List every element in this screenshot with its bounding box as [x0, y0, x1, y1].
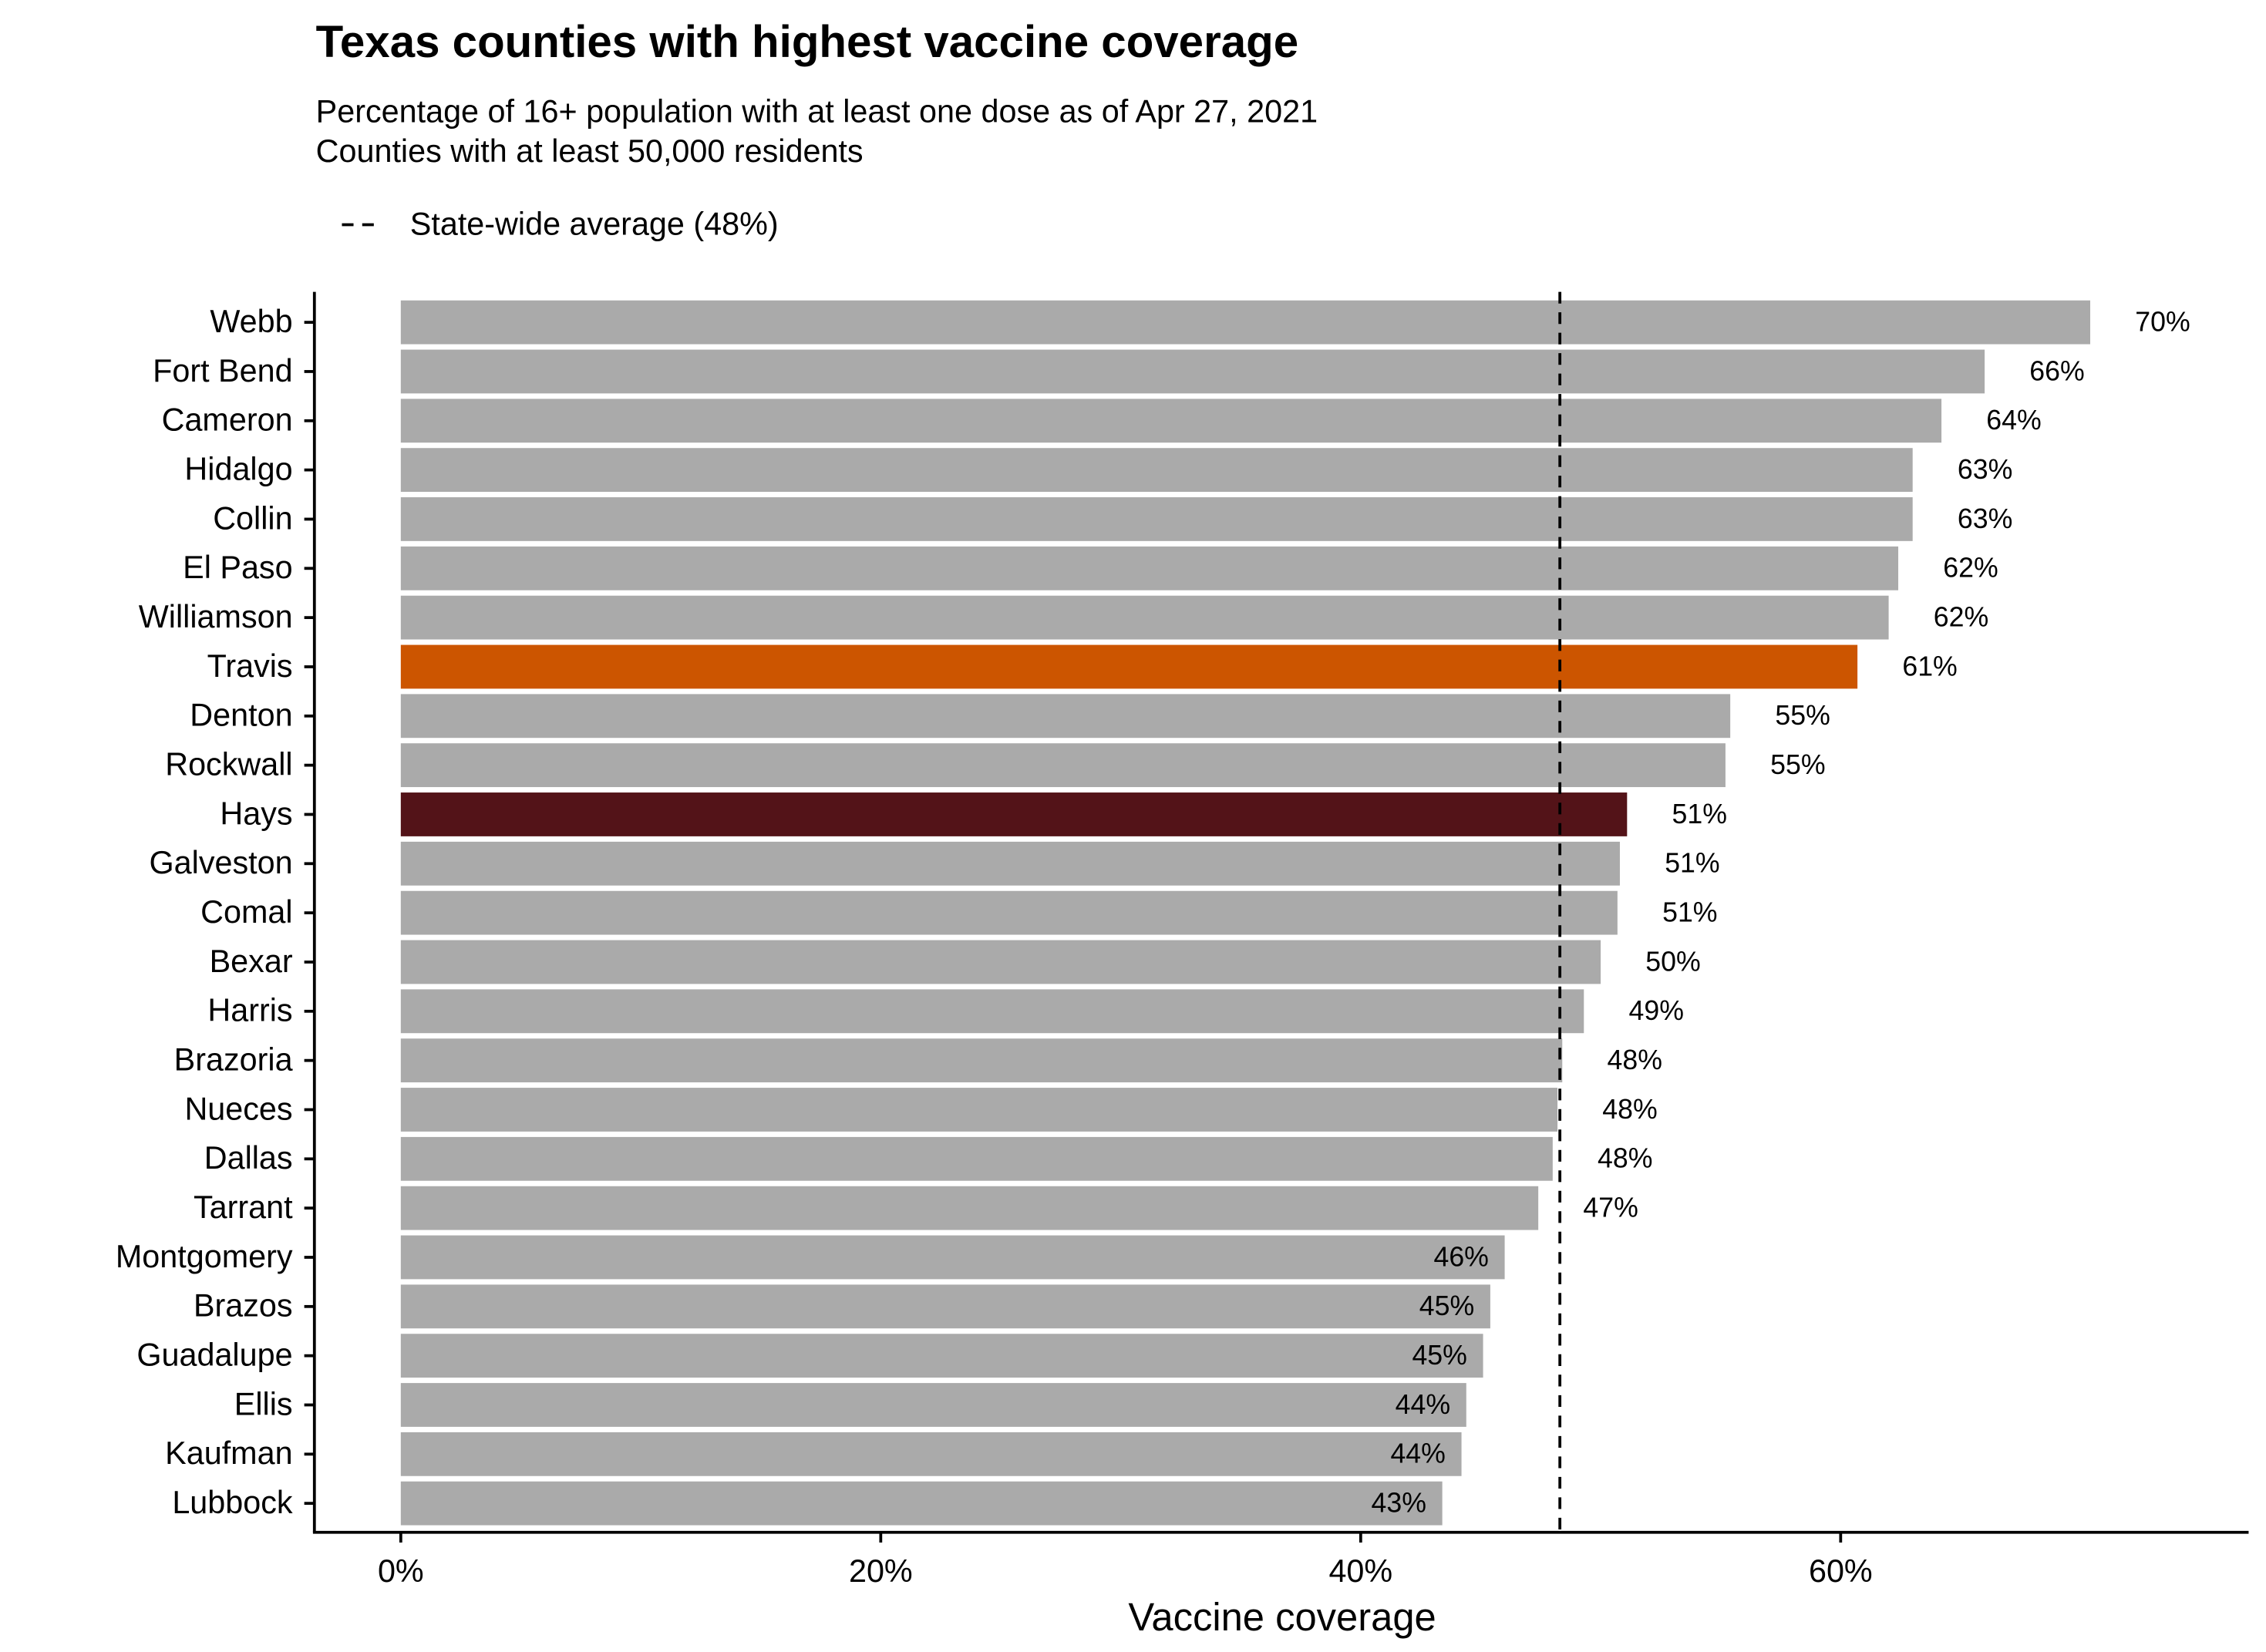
y-tick-label: Cameron — [162, 402, 293, 438]
y-tick-label: Hidalgo — [184, 450, 292, 486]
y-tick-label: Williamson — [139, 598, 293, 634]
y-tick-label: Lubbock — [172, 1484, 293, 1520]
y-tick-label: Fort Bend — [153, 352, 292, 389]
x-axis-title: Vaccine coverage — [1128, 1595, 1436, 1639]
value-label: 55% — [1770, 749, 1825, 780]
bar — [400, 940, 1601, 984]
y-tick-label: Ellis — [234, 1385, 293, 1422]
bar — [400, 989, 1584, 1034]
bar — [400, 890, 1618, 935]
bar — [400, 300, 2091, 345]
y-tick-label: Montgomery — [116, 1238, 293, 1274]
bar — [400, 448, 1913, 493]
y-tick-label: Travis — [207, 648, 293, 684]
y-tick-label: Dallas — [204, 1139, 293, 1176]
bar — [400, 644, 1858, 689]
bar — [400, 399, 1942, 443]
x-tick-label: 20% — [849, 1553, 913, 1589]
bar — [400, 1481, 1443, 1526]
value-label: 49% — [1629, 995, 1684, 1026]
value-label: 63% — [1958, 454, 2012, 485]
bar — [400, 1284, 1490, 1329]
value-label: 70% — [2135, 306, 2190, 337]
y-tick-label: Brazos — [194, 1287, 293, 1324]
y-tick-label: El Paso — [183, 549, 292, 585]
chart-title: Texas counties with highest vaccine cove… — [316, 17, 1298, 67]
value-label: 48% — [1598, 1143, 1652, 1174]
value-label: 45% — [1412, 1340, 1466, 1371]
value-label: 55% — [1775, 700, 1830, 731]
bar — [400, 1186, 1539, 1230]
value-label: 48% — [1608, 1045, 1662, 1075]
value-label: 64% — [1986, 405, 2041, 436]
y-tick-label: Denton — [190, 697, 292, 733]
bar — [400, 497, 1913, 541]
subtitle: Counties with at least 50,000 residents — [316, 133, 864, 169]
y-tick-label: Hays — [220, 795, 292, 831]
y-tick-label: Harris — [207, 992, 292, 1028]
value-label: 62% — [1943, 553, 1998, 584]
value-label: 50% — [1645, 946, 1700, 977]
y-tick-label: Bexar — [210, 943, 293, 979]
bar — [400, 694, 1731, 739]
bar — [400, 1136, 1553, 1181]
value-label: 51% — [1662, 897, 1717, 927]
bar — [400, 1038, 1563, 1083]
value-label: 46% — [1433, 1241, 1488, 1272]
value-label: 51% — [1672, 799, 1727, 829]
bar — [400, 1334, 1483, 1378]
bar — [400, 743, 1726, 788]
value-label: 44% — [1396, 1389, 1450, 1420]
value-label: 43% — [1372, 1487, 1426, 1518]
bar — [400, 841, 1620, 886]
subtitle: Percentage of 16+ population with at lea… — [316, 93, 1318, 130]
value-label: 66% — [2029, 355, 2084, 386]
value-label: 44% — [1390, 1438, 1445, 1469]
value-label: 47% — [1583, 1192, 1638, 1223]
y-tick-label: Collin — [213, 500, 292, 536]
y-tick-label: Tarrant — [194, 1189, 293, 1225]
bar — [400, 1432, 1462, 1476]
y-tick-label: Webb — [210, 303, 292, 339]
x-tick-label: 60% — [1809, 1553, 1873, 1589]
bar — [400, 1235, 1505, 1280]
x-tick-label: 0% — [378, 1553, 424, 1589]
bar — [400, 546, 1899, 590]
bar — [400, 1383, 1466, 1427]
y-tick-label: Guadalupe — [136, 1336, 292, 1372]
value-label: 48% — [1602, 1094, 1657, 1125]
value-label: 62% — [1934, 601, 1988, 632]
value-label: 61% — [1902, 651, 1957, 681]
bar — [400, 1088, 1558, 1132]
x-tick-label: 40% — [1328, 1553, 1392, 1589]
value-label: 63% — [1958, 503, 2012, 534]
y-tick-label: Kaufman — [165, 1435, 292, 1471]
y-tick-label: Nueces — [184, 1090, 292, 1126]
value-label: 45% — [1419, 1290, 1474, 1321]
y-tick-label: Galveston — [150, 844, 293, 880]
y-tick-label: Comal — [200, 893, 292, 930]
y-tick-label: Brazoria — [174, 1041, 294, 1077]
bar — [400, 595, 1889, 640]
legend-label: State-wide average (48%) — [410, 205, 779, 241]
bar — [400, 792, 1628, 836]
bar — [400, 349, 1985, 394]
value-label: 51% — [1665, 848, 1719, 879]
y-tick-label: Rockwall — [165, 745, 292, 782]
